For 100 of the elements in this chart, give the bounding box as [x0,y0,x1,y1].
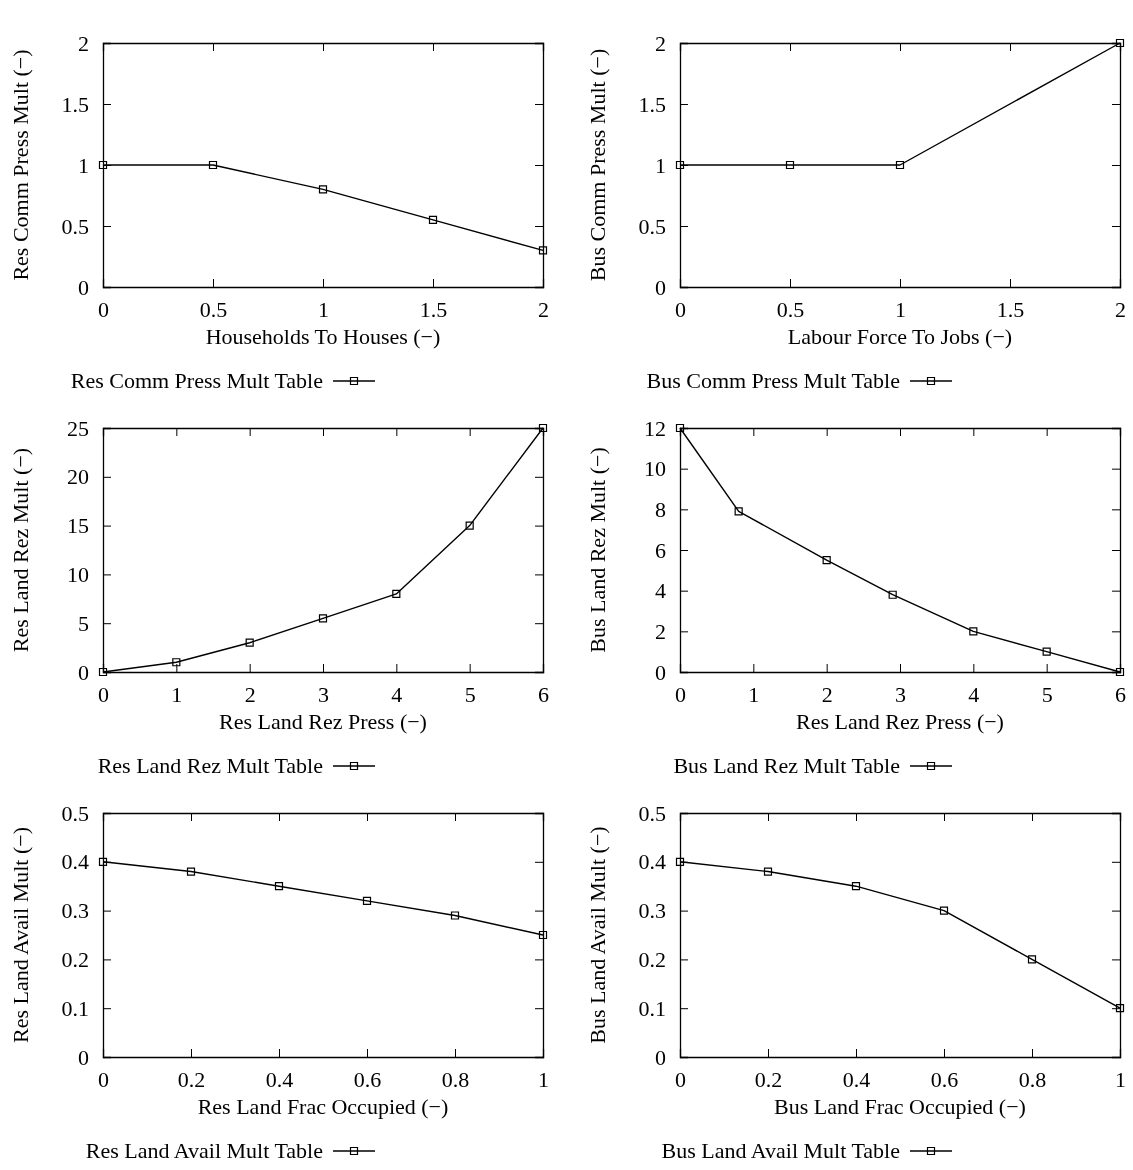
y-tick-label: 15 [67,513,89,539]
x-tick-label: 6 [538,681,549,707]
point [98,857,108,866]
y-axis-title: Bus Comm Press Mult (−) [585,48,610,282]
x-tick-label: 5 [1041,681,1053,707]
point [1115,667,1125,677]
point [939,906,949,915]
x-tick-label: 2 [244,681,256,707]
point [822,556,831,565]
y-axis-title: Res Land Avail Mult (−) [8,826,33,1044]
y-axis-title: Res Comm Press Mult (−) [8,49,33,281]
x-tick-label: 0.5 [199,296,228,322]
y-tick-label: 0 [655,659,666,685]
point [465,521,474,530]
x-tick-label: 0.4 [842,1066,871,1092]
y-axis-title: Bus Land Avail Mult (−) [585,826,610,1044]
legend-label: Bus Land Rez Mult Table [673,753,900,778]
x-tick-label: 0.2 [754,1066,783,1092]
x-tick-label: 1 [1115,1066,1126,1092]
point [734,507,743,516]
y-tick-label: 0.5 [638,213,666,239]
y-tick-label: 8 [655,496,666,522]
x-tick-label: 0.5 [776,296,805,322]
x-tick-label: 0.2 [177,1066,206,1092]
y-tick-label: 1 [655,152,666,178]
y-tick-label: 0.4 [638,849,666,875]
point [538,246,548,255]
x-tick-label: 0.4 [265,1066,294,1092]
x-tick-label: 3 [318,681,329,707]
point [186,867,196,876]
point [538,423,548,433]
point [450,911,460,920]
y-tick-label: 20 [67,464,89,490]
point [318,185,328,194]
x-axis-title: Labour Force To Jobs (−) [787,324,1013,349]
point [1042,647,1051,656]
x-tick-label: 0 [98,296,109,322]
y-tick-label: 5 [78,610,89,636]
y-tick-label: 0.3 [638,898,666,924]
x-tick-label: 0.6 [353,1066,382,1092]
y-tick-label: 1.5 [61,91,89,117]
point [538,930,548,940]
x-tick-label: 0 [675,296,686,322]
point [675,857,685,866]
x-tick-label: 0.8 [441,1066,470,1092]
legend-label: Res Land Rez Mult Table [97,753,323,778]
x-tick-label: 4 [391,681,403,707]
y-tick-label: 0.5 [61,800,89,826]
point [763,867,773,876]
point [362,896,372,905]
x-tick-label: 2 [821,681,833,707]
y-tick-label: 0.1 [61,995,89,1021]
point [98,667,108,677]
legend-label: Res Land Avail Mult Table [85,1138,323,1163]
x-tick-label: 0.8 [1018,1066,1047,1092]
y-tick-label: 2 [78,30,89,56]
point [675,423,685,433]
x-axis-title: Households To Houses (−) [205,324,441,349]
y-tick-label: 0 [78,1044,89,1070]
x-tick-label: 1.5 [419,296,448,322]
y-tick-label: 1 [78,152,89,178]
y-tick-label: 0 [655,1044,666,1070]
y-tick-label: 2 [655,618,666,644]
y-tick-label: 2 [655,30,666,56]
y-tick-label: 10 [67,561,89,587]
x-axis-title: Res Land Frac Occupied (−) [197,1094,449,1119]
x-tick-label: 0.6 [930,1066,959,1092]
legend-label: Res Comm Press Mult Table [70,368,323,393]
point [1115,1004,1125,1013]
point [208,160,218,170]
y-tick-label: 0.5 [61,213,89,239]
x-tick-label: 0 [98,681,109,707]
legend-label: Bus Comm Press Mult Table [646,368,900,393]
x-tick-label: 0 [98,1066,109,1092]
y-tick-label: 0 [655,274,666,300]
x-tick-label: 1 [171,681,183,707]
point [969,627,978,636]
x-tick-label: 0 [675,1066,686,1092]
point [851,882,861,891]
x-tick-label: 2 [1115,296,1126,322]
y-tick-label: 10 [644,456,666,482]
y-tick-label: 6 [655,537,666,563]
y-axis-title: Res Land Rez Mult (−) [8,447,33,653]
x-axis-title: Res Land Rez Press (−) [796,709,1004,734]
y-tick-label: 0.1 [638,995,666,1021]
y-tick-label: 0.5 [638,800,666,826]
y-tick-label: 25 [67,415,89,441]
point [1027,955,1037,964]
x-tick-label: 4 [968,681,980,707]
point [245,638,254,647]
y-tick-label: 4 [655,578,666,604]
x-tick-label: 1 [318,296,329,322]
point [428,215,438,224]
y-tick-label: 12 [644,415,666,441]
x-tick-label: 6 [1115,681,1126,707]
y-tick-label: 0 [78,274,89,300]
x-tick-label: 1 [895,296,906,322]
x-tick-label: 1.5 [996,296,1025,322]
x-tick-label: 1 [748,681,760,707]
point [392,589,401,599]
